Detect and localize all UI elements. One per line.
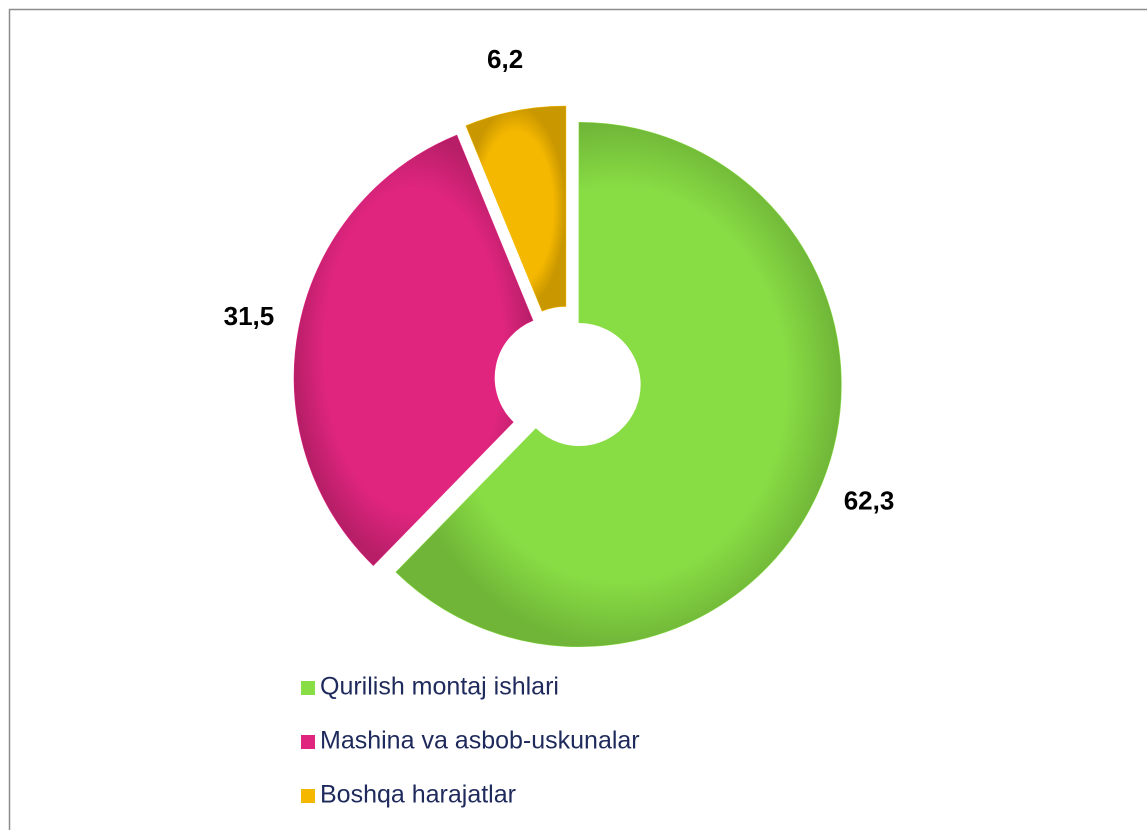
legend-label: Mashina va asbob-uskunalar bbox=[320, 727, 640, 755]
legend-marker bbox=[301, 789, 315, 803]
legend-marker bbox=[301, 681, 315, 695]
legend-label: Boshqa harajatlar bbox=[320, 781, 516, 809]
data-label: 31,5 bbox=[224, 301, 275, 331]
data-label: 62,3 bbox=[844, 485, 895, 515]
legend-label: Qurilish montaj ishlari bbox=[320, 673, 559, 701]
legend-marker bbox=[301, 735, 315, 749]
data-label: 6,2 bbox=[487, 44, 523, 74]
chart-border bbox=[8, 8, 1147, 830]
